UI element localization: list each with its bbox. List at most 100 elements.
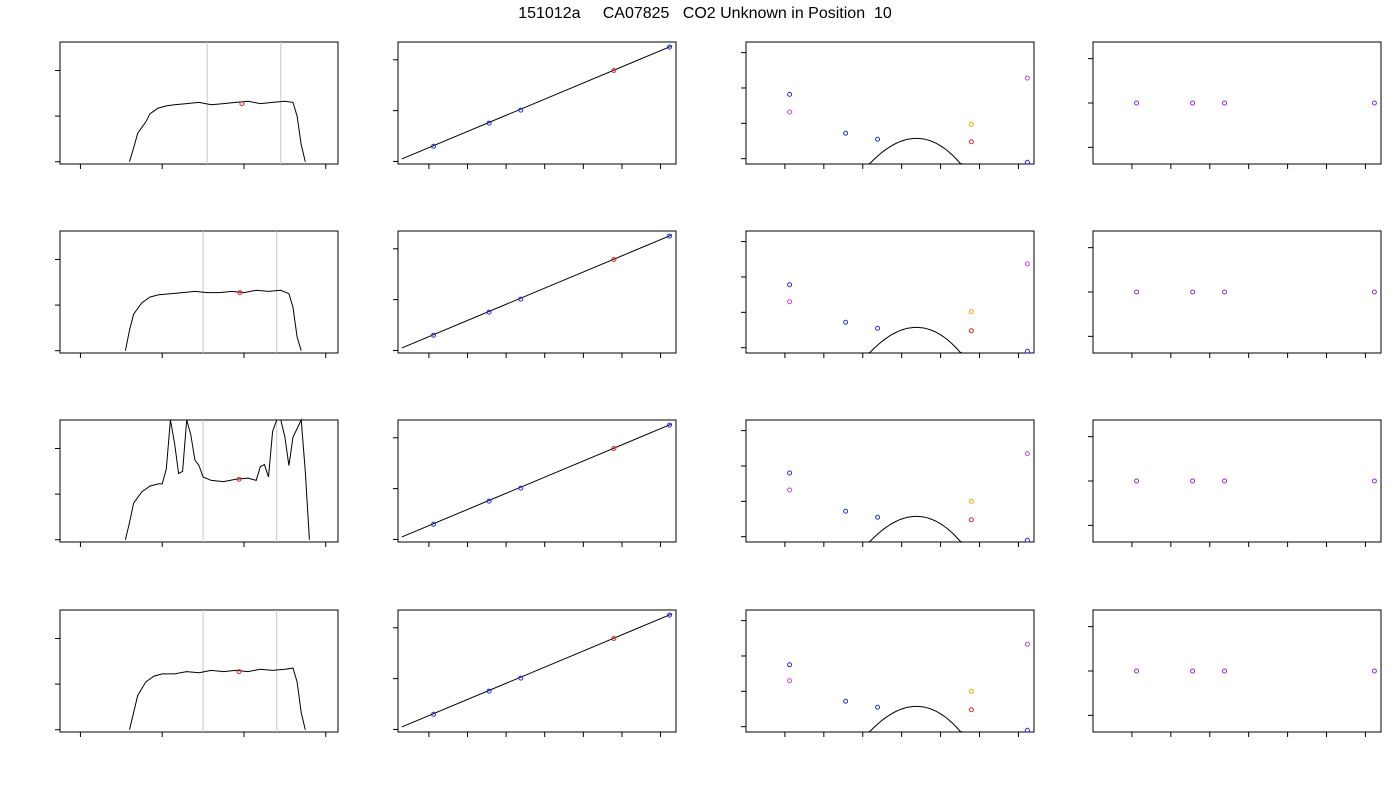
panel-r0-c1 xyxy=(393,41,677,169)
unknown-point xyxy=(611,67,617,73)
fit-line xyxy=(401,613,673,728)
linear-residual-known-point xyxy=(1024,641,1030,647)
plot-frame xyxy=(1092,419,1382,543)
known-point xyxy=(518,296,524,302)
plot-frame xyxy=(1092,230,1382,354)
residual-point xyxy=(1190,478,1196,484)
unknown-point xyxy=(968,517,974,523)
unknown-point xyxy=(611,256,617,262)
linear-residual-unknown-point xyxy=(968,498,974,504)
panel-r3-c3 xyxy=(1088,609,1382,737)
panel-r0-c3 xyxy=(1088,41,1382,169)
plot-frame xyxy=(397,230,677,354)
plot-frame xyxy=(397,419,677,543)
linear-residual-known-point xyxy=(1024,451,1030,457)
known-point xyxy=(1024,727,1030,733)
plot-frame xyxy=(397,41,677,165)
plot-frame xyxy=(1092,41,1382,165)
ppm-trace-line xyxy=(124,418,310,540)
panel-r3-c2 xyxy=(741,609,1035,737)
residual-point xyxy=(1134,478,1140,484)
mean-marker-point xyxy=(236,669,242,675)
linear-residual-unknown-point xyxy=(968,309,974,315)
ppm-trace-line xyxy=(124,289,302,351)
known-point xyxy=(518,107,524,113)
residual-point xyxy=(1134,289,1140,295)
known-point xyxy=(843,698,849,704)
plot-frame xyxy=(59,41,339,165)
linear-residual-known-point xyxy=(787,678,793,684)
unknown-point xyxy=(968,328,974,334)
ppm-trace-line xyxy=(129,100,306,162)
plot-frame xyxy=(745,419,1035,543)
panel-r0-c2 xyxy=(741,41,1035,169)
residual-point xyxy=(1222,100,1228,106)
panel-r1-c2 xyxy=(741,230,1035,358)
known-point xyxy=(843,130,849,136)
plot-frame xyxy=(745,609,1035,733)
panel-r3-c1 xyxy=(393,609,677,737)
plot-frame xyxy=(59,609,339,733)
known-point xyxy=(843,508,849,514)
fit-line xyxy=(401,234,673,349)
fit-line xyxy=(401,45,673,160)
known-point xyxy=(875,136,881,142)
known-point xyxy=(1024,537,1030,543)
cubic-fit-curve xyxy=(753,326,1029,354)
plot-frame xyxy=(1092,609,1382,733)
cubic-fit-curve xyxy=(753,705,1029,733)
linear-residual-known-point xyxy=(787,487,793,493)
known-point xyxy=(431,332,437,338)
plot-frame xyxy=(397,609,677,733)
cubic-fit-curve xyxy=(753,515,1029,543)
known-point xyxy=(431,143,437,149)
known-point xyxy=(787,91,793,97)
residual-point xyxy=(1371,668,1377,674)
residual-point xyxy=(1222,289,1228,295)
known-point xyxy=(875,325,881,331)
linear-residual-unknown-point xyxy=(968,121,974,127)
panel-r3-c0 xyxy=(55,609,339,737)
known-point xyxy=(518,485,524,491)
known-point xyxy=(666,612,672,618)
figure-title: 151012a CA07825 CO2 Unknown in Position … xyxy=(518,5,892,22)
unknown-point xyxy=(611,635,617,641)
linear-residual-known-point xyxy=(1024,261,1030,267)
residual-point xyxy=(1190,289,1196,295)
known-point xyxy=(431,521,437,527)
plot-frame xyxy=(59,419,339,543)
panel-r2-c2 xyxy=(741,419,1035,547)
residual-point xyxy=(1371,100,1377,106)
mean-marker-point xyxy=(239,101,245,107)
panel-r1-c0 xyxy=(55,230,339,358)
known-point xyxy=(1024,348,1030,354)
mean-marker-point xyxy=(236,476,242,482)
residual-point xyxy=(1222,668,1228,674)
linear-residual-known-point xyxy=(787,299,793,305)
residual-point xyxy=(1222,478,1228,484)
cubic-fit-curve xyxy=(753,137,1029,165)
unknown-point xyxy=(611,445,617,451)
panel-r2-c0 xyxy=(55,418,339,547)
unknown-point xyxy=(968,139,974,145)
linear-residual-known-point xyxy=(787,109,793,115)
known-point xyxy=(486,688,492,694)
panel-r0-c0 xyxy=(55,41,339,169)
known-point xyxy=(787,470,793,476)
fit-line xyxy=(401,423,673,538)
residual-point xyxy=(1371,478,1377,484)
known-point xyxy=(875,704,881,710)
known-point xyxy=(1024,159,1030,165)
ppm-trace-line xyxy=(129,667,306,730)
known-point xyxy=(666,422,672,428)
linear-residual-known-point xyxy=(1024,75,1030,81)
known-point xyxy=(666,44,672,50)
known-point xyxy=(518,675,524,681)
known-point xyxy=(666,233,672,239)
unknown-point xyxy=(968,707,974,713)
known-point xyxy=(843,319,849,325)
residual-point xyxy=(1190,668,1196,674)
known-point xyxy=(875,514,881,520)
known-point xyxy=(787,282,793,288)
